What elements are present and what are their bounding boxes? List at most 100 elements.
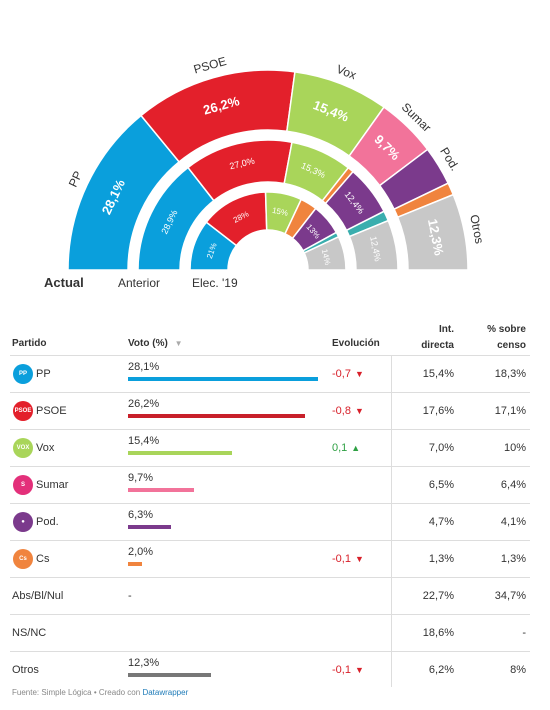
vox-logo-icon: VOX (13, 438, 33, 458)
datawrapper-link[interactable]: Datawrapper (142, 688, 189, 697)
vote-bar (128, 377, 318, 381)
vote-value: 6,3% (128, 509, 154, 521)
evolution-number: -0,7 (332, 368, 351, 380)
int-directa-value: 7,0% (428, 442, 454, 454)
vote-value: 26,2% (128, 398, 160, 410)
int-directa-value: 15,4% (422, 368, 454, 380)
vote-value: 12,3% (128, 657, 160, 669)
table-row[interactable]: PP PP 28,1% -0,7 ▼ 15,4% 18,3% (10, 355, 530, 393)
sort-desc-icon: ▼ (174, 339, 183, 348)
pp-logo-icon: PP (13, 364, 33, 384)
column-divider (391, 355, 392, 687)
party-label-vox: Vox (334, 62, 358, 82)
int-directa-value: 6,2% (428, 664, 454, 676)
table-row[interactable]: Otros 12,3% -0,1 ▼ 6,2% 8% (10, 651, 530, 689)
header-censo[interactable]: % sobre censo (460, 322, 526, 354)
censo-value: 18,3% (494, 368, 526, 380)
censo-value: 17,1% (494, 405, 526, 417)
vote-value: 2,0% (128, 546, 154, 558)
header-int-directa[interactable]: Int. directa (392, 322, 454, 354)
vote-bar (128, 562, 142, 566)
party-name: Pod. (36, 516, 59, 528)
vote-value: 9,7% (128, 472, 154, 484)
source-footer: Fuente: Simple Lógica • Creado con Dataw… (12, 688, 188, 697)
censo-value: 6,4% (500, 479, 526, 491)
party-label-otros: Otros (467, 213, 486, 244)
sumar-logo-icon: S (13, 475, 33, 495)
party-label-pp: PP (66, 169, 86, 189)
arc-segment-actual-otros[interactable] (396, 193, 469, 271)
evolution-number: -0,8 (332, 405, 351, 417)
vote-bar (128, 525, 171, 529)
arrow-down-icon: ▼ (354, 369, 364, 379)
int-directa-value: 17,6% (422, 405, 454, 417)
arc-segment-anterior-otros[interactable] (348, 219, 399, 271)
pod-logo-icon: ● (13, 512, 33, 532)
party-name: Cs (36, 553, 50, 565)
party-label-psoe: PSOE (192, 54, 228, 77)
censo-value: 10% (503, 442, 526, 454)
table-row[interactable]: Abs/Bl/Nul - 22,7% 34,7% (10, 577, 530, 615)
evolution-value: -0,7 ▼ (332, 368, 390, 380)
arrow-down-icon: ▼ (354, 665, 364, 675)
arc-segment-elec-19-otros[interactable] (303, 235, 347, 271)
source-text: Fuente: Simple Lógica • Creado con (12, 688, 143, 697)
evolution-number: -0,1 (332, 664, 351, 676)
header-voto-label: Voto (%) (128, 338, 168, 349)
vote-value: - (128, 590, 132, 602)
table-row[interactable]: S Sumar 9,7% 6,5% 6,4% (10, 466, 530, 504)
arc-value-label-elec-19-vox: 15% (271, 206, 289, 218)
header-int-directa-line1: Int. (439, 324, 454, 335)
header-partido[interactable]: Partido (12, 338, 47, 349)
cs-logo-icon: Cs (13, 549, 33, 569)
int-directa-value: 4,7% (428, 516, 454, 528)
evolution-number: 0,1 (332, 442, 348, 454)
vote-bar (128, 488, 194, 492)
censo-value: 34,7% (494, 590, 526, 602)
arrow-down-icon: ▼ (354, 406, 364, 416)
table-row[interactable]: VOX Vox 15,4% 0,1 ▲ 7,0% 10% (10, 429, 530, 467)
evolution-value: -0,8 ▼ (332, 405, 390, 417)
censo-value: 8% (510, 664, 526, 676)
arc-value-label-anterior-otros: 12,4% (368, 235, 383, 262)
int-directa-value: 22,7% (422, 590, 454, 602)
vote-bar (128, 673, 211, 677)
party-name: Sumar (36, 479, 69, 491)
header-evolucion[interactable]: Evolución (332, 338, 380, 349)
arrow-down-icon: ▼ (354, 554, 364, 564)
censo-value: 1,3% (500, 553, 526, 565)
evolution-value: -0,1 ▼ (332, 553, 390, 565)
header-censo-line1: % sobre (487, 324, 526, 335)
ring-label-elec-19: Elec. '19 (192, 276, 238, 290)
arc-value-label-elec-19-otros: 14% (320, 248, 332, 266)
vote-bar (128, 451, 232, 455)
psoe-logo-icon: PSOE (13, 401, 33, 421)
party-name: Otros (12, 664, 39, 676)
table-row[interactable]: Cs Cs 2,0% -0,1 ▼ 1,3% 1,3% (10, 540, 530, 578)
evolution-value: -0,1 ▼ (332, 664, 390, 676)
censo-value: 4,1% (500, 516, 526, 528)
header-voto[interactable]: Voto (%) ▼ (128, 338, 183, 349)
party-name: PSOE (36, 405, 67, 417)
table-row[interactable]: NS/NC 18,6% - (10, 614, 530, 652)
ring-label-anterior: Anterior (118, 276, 160, 290)
arc-value-label-actual-otros: 12,3% (425, 218, 447, 257)
vote-value: 15,4% (128, 435, 160, 447)
header-censo-line2: censo (497, 340, 526, 351)
evolution-number: -0,1 (332, 553, 351, 565)
vote-value: 28,1% (128, 361, 160, 373)
int-directa-value: 1,3% (428, 553, 454, 565)
int-directa-value: 6,5% (428, 479, 454, 491)
ring-label-actual: Actual (44, 275, 84, 290)
party-name: PP (36, 368, 51, 380)
party-name: Abs/Bl/Nul (12, 590, 64, 602)
arrow-up-icon: ▲ (351, 443, 361, 453)
table-row[interactable]: ● Pod. 6,3% 4,7% 4,1% (10, 503, 530, 541)
parliament-arc-chart: 28,1%26,2% 15,4%9,7%12,3%Actual28,9%27,0%… (44, 54, 487, 290)
party-name: NS/NC (12, 627, 47, 639)
table-row[interactable]: PSOE PSOE 26,2% -0,8 ▼ 17,6% 17,1% (10, 392, 530, 430)
int-directa-value: 18,6% (422, 627, 454, 639)
vote-bar (128, 414, 305, 418)
header-int-directa-line2: directa (421, 340, 454, 351)
party-name: Vox (36, 442, 55, 454)
